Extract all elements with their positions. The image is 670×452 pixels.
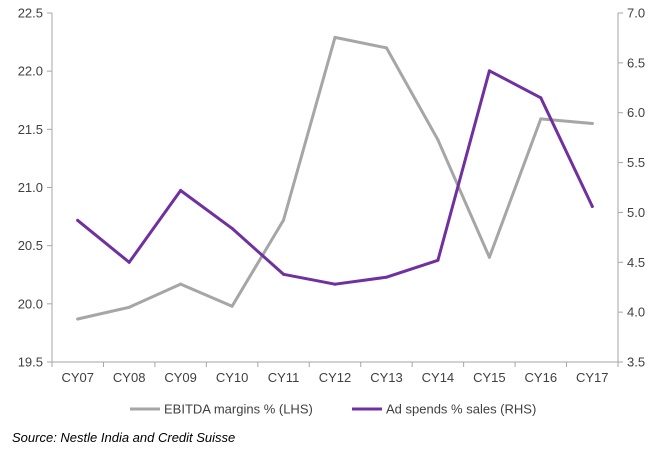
- left-tick-label: 20.0: [18, 296, 43, 311]
- right-tick-label: 4.0: [627, 305, 645, 320]
- right-tick-label: 4.5: [627, 255, 645, 270]
- data-point-series-2: [179, 188, 183, 192]
- right-tick-label: 5.5: [627, 155, 645, 170]
- right-tick-label: 6.0: [627, 105, 645, 120]
- data-point-series-2: [76, 218, 80, 222]
- data-point-series-1: [384, 46, 388, 50]
- x-tick-label: CY17: [576, 370, 609, 385]
- data-point-series-2: [487, 69, 491, 73]
- series-line-2: [76, 69, 594, 286]
- left-tick-label: 21.5: [18, 122, 43, 137]
- data-point-series-2: [436, 258, 440, 262]
- x-tick-label: CY16: [525, 370, 558, 385]
- data-point-series-1: [230, 304, 234, 308]
- legend-label-2: Ad spends % sales (RHS): [386, 402, 536, 417]
- right-tick-label: 7.0: [627, 6, 645, 21]
- data-point-series-2: [539, 96, 543, 100]
- left-tick-label: 22.5: [18, 6, 43, 21]
- data-point-series-1: [539, 117, 543, 121]
- left-tick-label: 21.0: [18, 180, 43, 195]
- data-point-series-1: [127, 305, 131, 309]
- chart-legend: EBITDA margins % (LHS) Ad spends % sales …: [130, 402, 536, 417]
- x-tick-label: CY11: [268, 370, 300, 385]
- x-tick-label: CY15: [473, 370, 506, 385]
- chart-axes: 19.5 20.0 20.5 21.0 21.5 22.0 22.5 3.5 4.0 4.5 5.0…: [18, 6, 645, 386]
- data-point-series-1: [590, 122, 594, 126]
- chart-series-layer: [76, 35, 594, 321]
- series-line-1: [76, 35, 594, 321]
- data-point-series-2: [384, 275, 388, 279]
- data-point-series-2: [230, 226, 234, 230]
- x-tick-label: CY08: [113, 370, 146, 385]
- x-tick-label: CY07: [61, 370, 94, 385]
- data-point-series-1: [436, 138, 440, 142]
- source-note: Source: Nestle India and Credit Suisse: [12, 430, 236, 445]
- right-tick-label: 6.5: [627, 55, 645, 70]
- x-tick-label: CY13: [370, 370, 403, 385]
- data-point-series-1: [179, 282, 183, 286]
- x-tick-label: CY09: [164, 370, 197, 385]
- right-tick-label: 3.5: [627, 355, 645, 370]
- data-point-series-2: [282, 272, 286, 276]
- x-tick-label: CY12: [319, 370, 352, 385]
- data-point-series-2: [333, 282, 337, 286]
- data-point-series-1: [487, 255, 491, 259]
- left-tick-label: 19.5: [18, 355, 43, 370]
- legend-label-1: EBITDA margins % (LHS): [164, 402, 313, 417]
- data-point-series-2: [127, 260, 131, 264]
- x-tick-label: CY10: [216, 370, 249, 385]
- right-tick-label: 5.0: [627, 205, 645, 220]
- data-point-series-2: [590, 204, 594, 208]
- x-tick-label: CY14: [422, 370, 455, 385]
- data-point-series-1: [333, 35, 337, 39]
- left-tick-label: 20.5: [18, 238, 43, 253]
- data-point-series-1: [282, 218, 286, 222]
- left-tick-label: 22.0: [18, 64, 43, 79]
- data-point-series-1: [76, 317, 80, 321]
